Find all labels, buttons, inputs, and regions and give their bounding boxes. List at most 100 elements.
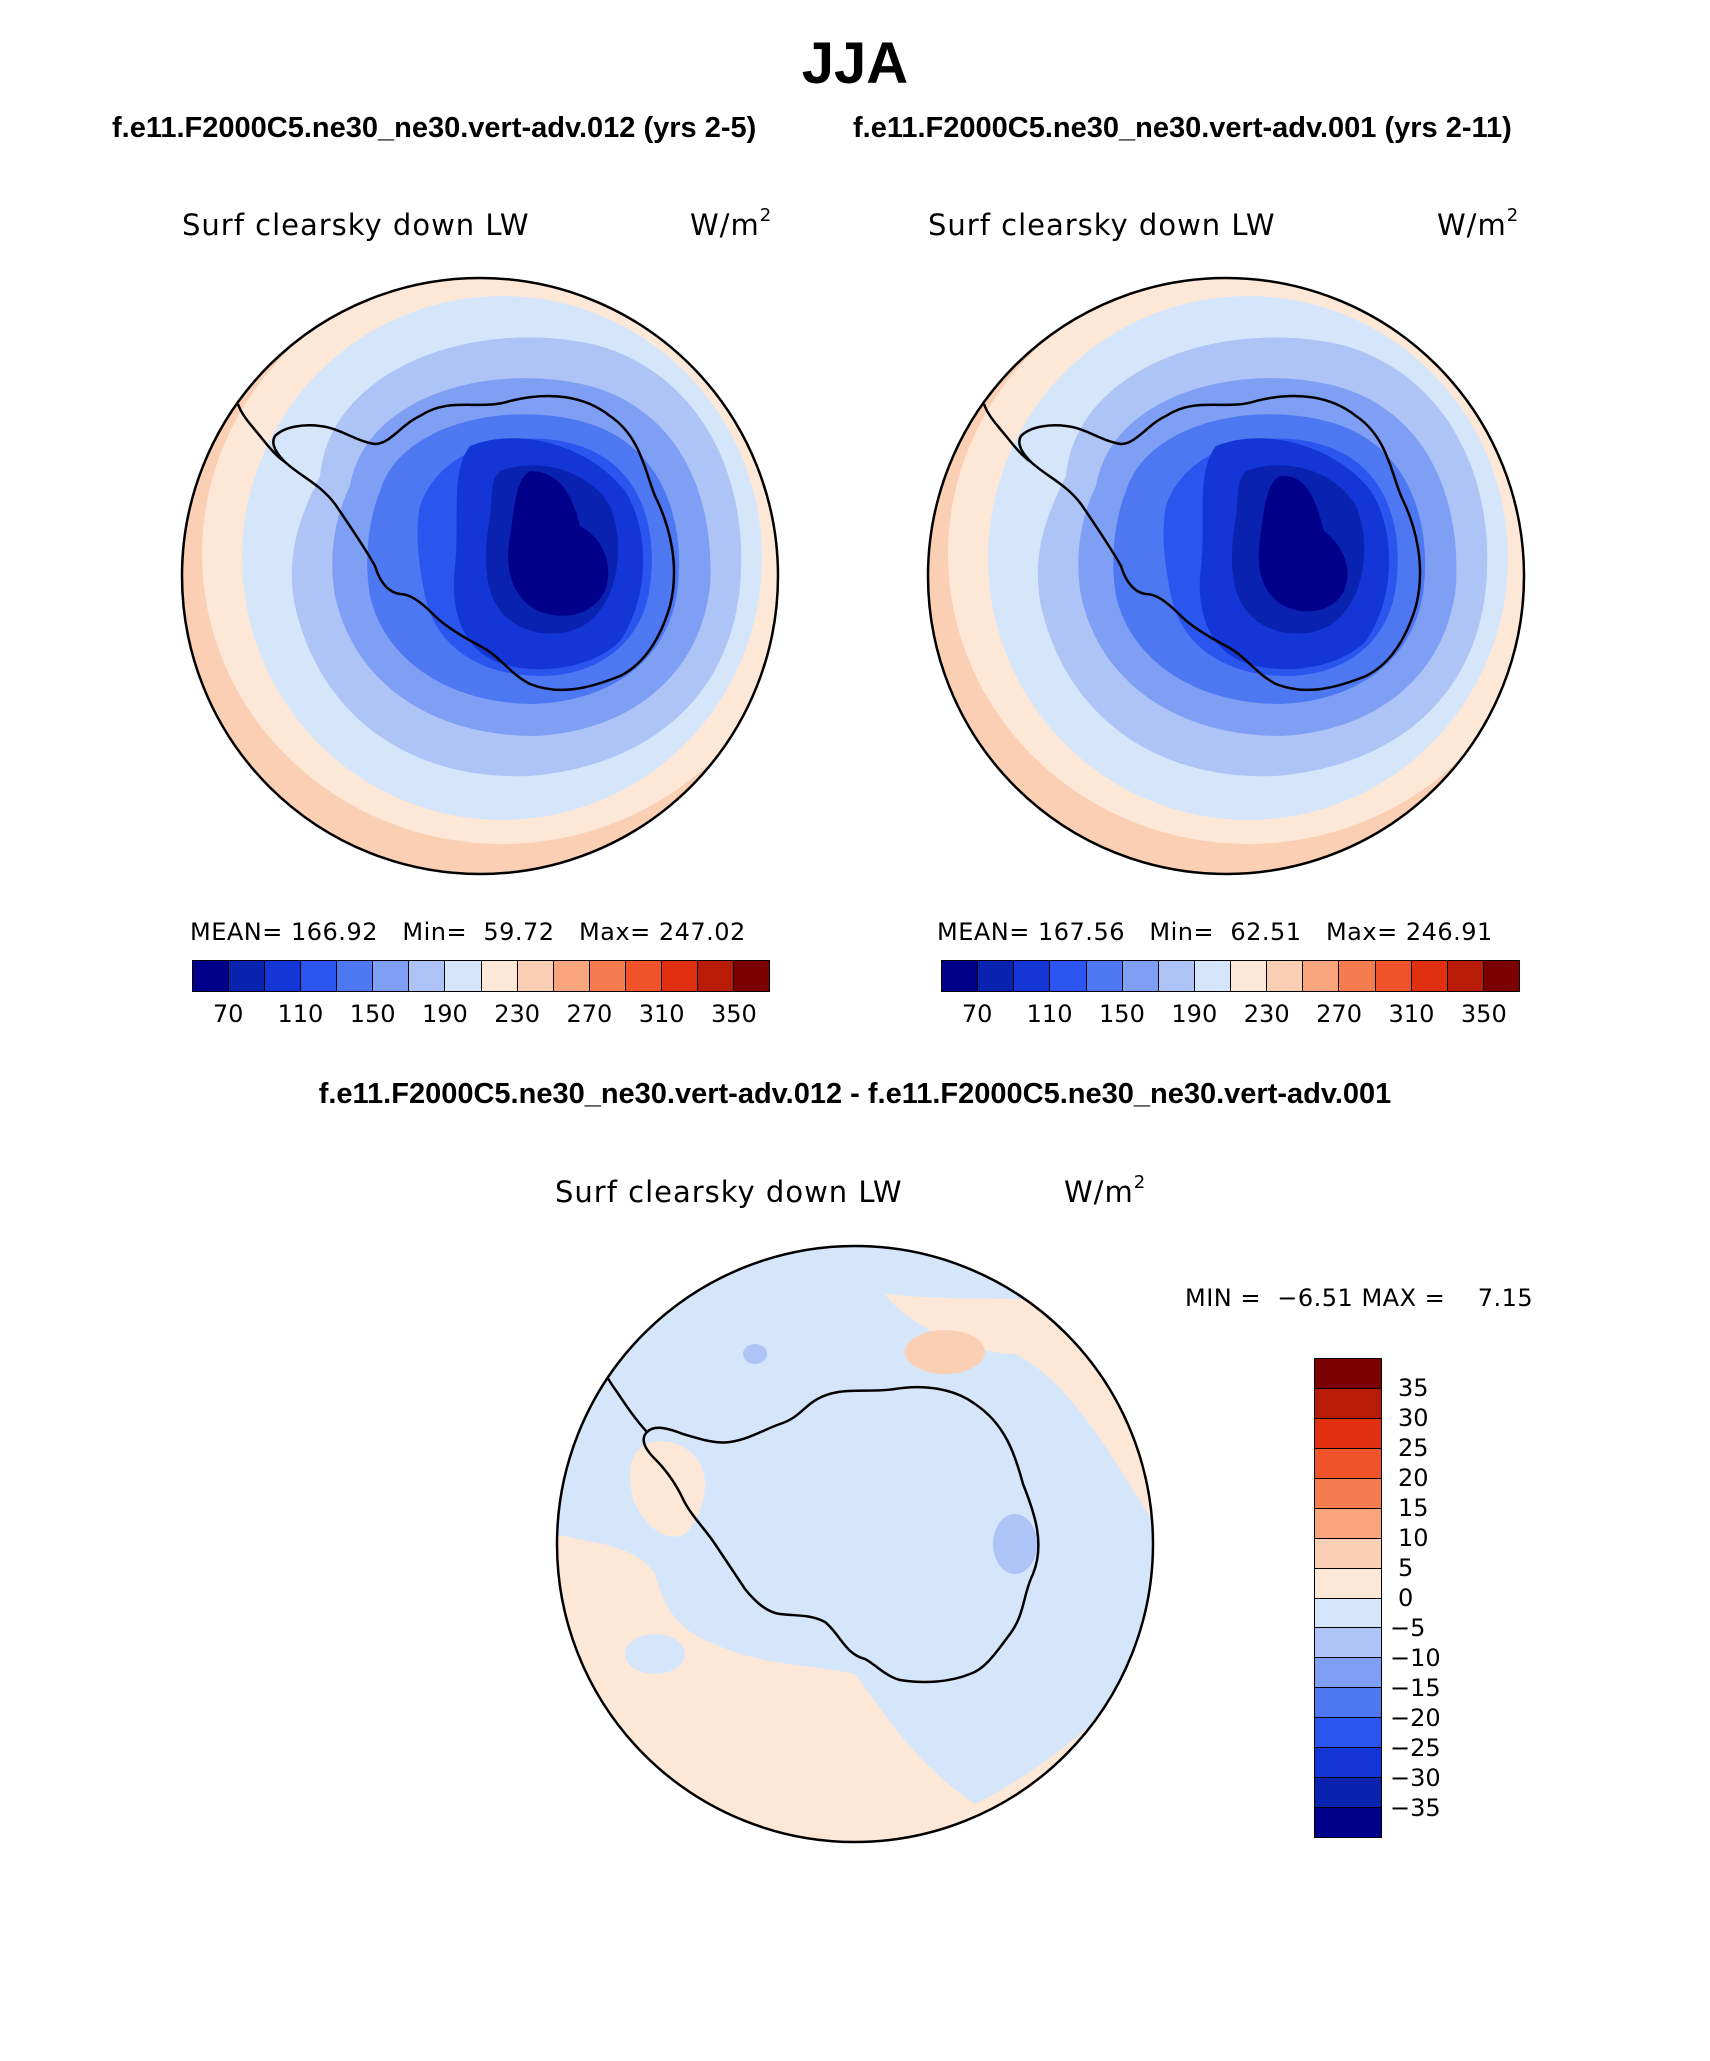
colorbar-swatch <box>337 961 374 991</box>
colorbar-swatch <box>1315 1448 1381 1479</box>
antarctica-coastline <box>642 1385 1040 1684</box>
diff-negative-band <box>625 1634 685 1674</box>
colorbar-swatch <box>1194 961 1231 991</box>
colorbar-swatch <box>589 961 626 991</box>
colorbar-tick-label: 270 <box>566 1000 613 1028</box>
colorbar-swatch <box>1315 1748 1381 1779</box>
colorbar-swatch <box>1086 961 1123 991</box>
colorbar-swatch <box>193 961 230 991</box>
colorbar-swatch <box>1315 1418 1381 1449</box>
colorbar-tick-label: 310 <box>638 1000 685 1028</box>
diff-stats: MIN = −6.51 MAX = 7.15 <box>1185 1284 1534 1312</box>
colorbar-swatch <box>1315 1388 1381 1419</box>
field-min-band <box>508 471 609 616</box>
panel1-stats: MEAN= 166.92 Min= 59.72 Max= 247.02 <box>190 918 746 946</box>
colorbar-tick-label: −35 <box>1390 1794 1441 1822</box>
colorbar-tick-label: −10 <box>1390 1644 1441 1672</box>
colorbar-swatch <box>978 961 1015 991</box>
diff-negative-band <box>557 1282 1153 1804</box>
colorbar-swatch <box>697 961 734 991</box>
colorbar-swatch <box>1315 1658 1381 1689</box>
colorbar-swatch <box>1315 1808 1381 1837</box>
colorbar-swatch <box>1315 1508 1381 1539</box>
colorbar-swatch <box>373 961 410 991</box>
colorbar-tick-label: 270 <box>1316 1000 1362 1028</box>
colorbar-tick-label: −20 <box>1390 1704 1441 1732</box>
diff-colorbar <box>1314 1358 1382 1838</box>
colorbar-swatch <box>733 961 769 991</box>
colorbar-swatch <box>1303 961 1340 991</box>
colorbar-swatch <box>1315 1778 1381 1809</box>
diff-positive-band <box>905 1330 985 1374</box>
colorbar-tick-label: −30 <box>1390 1764 1441 1792</box>
colorbar-tick-label: 70 <box>961 1000 993 1028</box>
colorbar-swatch <box>1315 1688 1381 1719</box>
colorbar-swatch <box>942 961 979 991</box>
panel2-colorbar <box>941 960 1520 992</box>
panel2-polar-map <box>926 276 1526 876</box>
colorbar-swatch <box>1267 961 1304 991</box>
colorbar-swatch <box>625 961 662 991</box>
colorbar-swatch <box>553 961 590 991</box>
colorbar-tick-label: 110 <box>277 1000 324 1028</box>
colorbar-tick-label: 150 <box>1099 1000 1145 1028</box>
difference-polar-map <box>555 1244 1155 1844</box>
colorbar-swatch <box>1122 961 1159 991</box>
antarctic-peninsula-coastline <box>982 403 1032 464</box>
colorbar-tick-label: −15 <box>1390 1674 1441 1702</box>
colorbar-swatch <box>1231 961 1268 991</box>
colorbar-swatch <box>445 961 482 991</box>
colorbar-tick-label: 230 <box>1243 1000 1290 1028</box>
diff-units: W/m2 <box>1064 1172 1147 1210</box>
colorbar-tick-label: 0 <box>1398 1584 1414 1612</box>
antarctic-peninsula-coastline <box>236 403 286 464</box>
colorbar-tick-label: 230 <box>494 1000 541 1028</box>
colorbar-swatch <box>1315 1538 1381 1569</box>
panel2-stats: MEAN= 167.56 Min= 62.51 Max= 246.91 <box>937 918 1493 946</box>
colorbar-swatch <box>1411 961 1448 991</box>
colorbar-tick-label: 150 <box>349 1000 396 1028</box>
colorbar-swatch <box>1050 961 1087 991</box>
colorbar-tick-label: −25 <box>1390 1734 1441 1762</box>
colorbar-swatch <box>661 961 698 991</box>
colorbar-swatch <box>1315 1568 1381 1599</box>
colorbar-tick-label: 110 <box>1026 1000 1073 1028</box>
colorbar-swatch <box>1315 1598 1381 1629</box>
diff-variable-label: Surf clearsky down LW <box>555 1175 903 1209</box>
colorbar-swatch <box>1014 961 1051 991</box>
colorbar-tick-label: 190 <box>1171 1000 1218 1028</box>
antarctica-coastline <box>1018 394 1422 692</box>
colorbar-swatch <box>265 961 302 991</box>
colorbar-swatch <box>1315 1718 1381 1749</box>
panel2-variable-label: Surf clearsky down LW <box>928 208 1276 242</box>
colorbar-swatch <box>517 961 554 991</box>
panel1-polar-map <box>180 276 780 876</box>
case1-title: f.e11.F2000C5.ne30_ne30.vert-adv.012 (yr… <box>112 112 757 144</box>
diff-negative-band <box>993 1514 1037 1574</box>
colorbar-tick-label: 350 <box>710 1000 757 1028</box>
difference-title: f.e11.F2000C5.ne30_ne30.vert-adv.012 - f… <box>318 1078 1392 1110</box>
map-border <box>180 276 780 876</box>
diff-positive-band <box>629 1441 705 1537</box>
colorbar-swatch <box>481 961 518 991</box>
map-border <box>926 276 1526 876</box>
antarctica-coastline <box>272 394 676 692</box>
colorbar-tick-label: 310 <box>1388 1000 1435 1028</box>
panel1-variable-label: Surf clearsky down LW <box>182 208 530 242</box>
colorbar-swatch <box>1339 961 1376 991</box>
colorbar-swatch <box>1158 961 1195 991</box>
colorbar-tick-label: 5 <box>1398 1554 1414 1582</box>
colorbar-tick-label: 35 <box>1398 1374 1429 1402</box>
diff-negative-band <box>743 1344 767 1364</box>
colorbar-swatch <box>1483 961 1519 991</box>
colorbar-swatch <box>1315 1628 1381 1659</box>
colorbar-tick-label: 70 <box>212 1000 244 1028</box>
colorbar-tick-label: 25 <box>1398 1434 1429 1462</box>
colorbar-tick-label: 15 <box>1398 1494 1429 1522</box>
colorbar-tick-label: −5 <box>1390 1614 1426 1642</box>
colorbar-swatch <box>301 961 338 991</box>
case2-title: f.e11.F2000C5.ne30_ne30.vert-adv.001 (yr… <box>853 112 1512 144</box>
colorbar-swatch <box>1315 1478 1381 1509</box>
field-min-band <box>1258 475 1348 612</box>
panel1-colorbar <box>192 960 770 992</box>
